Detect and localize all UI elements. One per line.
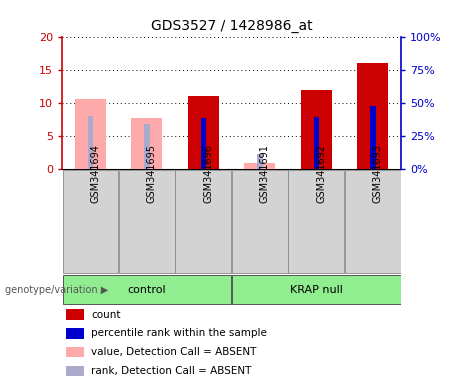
Text: genotype/variation ▶: genotype/variation ▶: [5, 285, 108, 295]
Bar: [63, 170, 118, 273]
Bar: [201, 118, 206, 169]
Bar: [370, 106, 376, 169]
Text: KRAP null: KRAP null: [290, 285, 343, 295]
Text: percentile rank within the sample: percentile rank within the sample: [91, 328, 267, 338]
Bar: [144, 124, 150, 169]
Text: GSM341693: GSM341693: [373, 144, 383, 203]
Bar: [357, 63, 388, 169]
Bar: [257, 154, 263, 169]
Bar: [176, 170, 231, 273]
Text: rank, Detection Call = ABSENT: rank, Detection Call = ABSENT: [91, 366, 251, 376]
Title: GDS3527 / 1428986_at: GDS3527 / 1428986_at: [151, 19, 313, 33]
Text: GSM341695: GSM341695: [147, 144, 157, 203]
Bar: [232, 275, 401, 305]
Bar: [75, 99, 106, 169]
Bar: [65, 366, 84, 376]
Text: GSM341694: GSM341694: [90, 144, 100, 203]
Text: control: control: [128, 285, 166, 295]
Bar: [65, 328, 84, 339]
Text: GSM341696: GSM341696: [203, 144, 213, 203]
Text: GSM341692: GSM341692: [316, 144, 326, 203]
Bar: [301, 90, 332, 169]
Bar: [188, 96, 219, 169]
Bar: [65, 310, 84, 320]
Bar: [345, 170, 401, 273]
Bar: [232, 170, 288, 273]
Text: GSM341691: GSM341691: [260, 144, 270, 203]
Bar: [244, 163, 275, 169]
Bar: [65, 347, 84, 358]
Bar: [131, 118, 162, 169]
Bar: [313, 117, 319, 169]
Text: value, Detection Call = ABSENT: value, Detection Call = ABSENT: [91, 347, 256, 357]
Bar: [289, 170, 344, 273]
Bar: [88, 116, 93, 169]
Bar: [119, 170, 175, 273]
Bar: [63, 275, 231, 305]
Text: count: count: [91, 310, 120, 319]
